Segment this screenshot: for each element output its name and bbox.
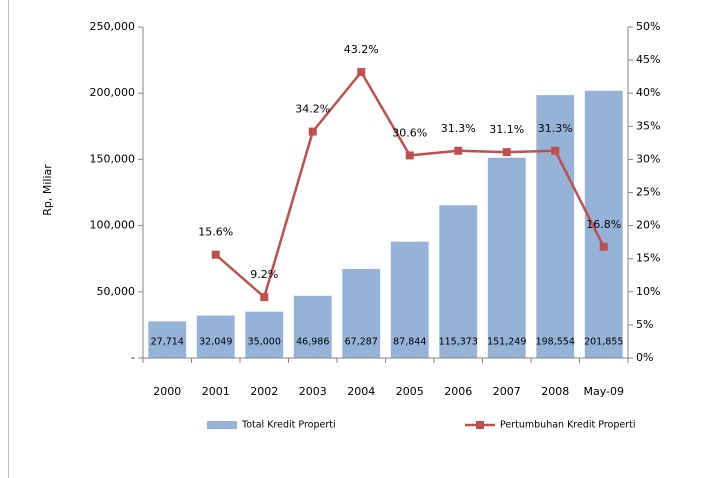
y2-tick-label: 35% [636,119,660,132]
x-tick-label: 2004 [347,385,375,398]
line-marker [308,127,317,136]
x-tick-label: 2008 [541,385,569,398]
y2-tick-label: 15% [636,252,660,265]
line-marker [405,151,414,160]
line-marker [502,148,511,157]
bar-value-label: 35,000 [248,337,281,348]
bar-value-label: 201,855 [584,337,623,348]
bar [342,268,381,358]
line-value-label: 30.6% [392,126,427,139]
bar-value-label: 115,373 [439,337,478,348]
legend-label: Total Kredit Properti [241,420,336,431]
line-value-label: 16.8% [586,218,621,231]
bar-value-label: 151,249 [487,337,526,348]
line-marker [211,250,220,259]
line-value-label: 31.3% [441,122,476,135]
line-value-label: 43.2% [344,43,379,56]
y2-tick-label: 0% [636,351,653,364]
y2-tick-label: 30% [636,152,660,165]
y2-tick-label: 5% [636,318,653,331]
y-tick-label: 150,000 [90,152,136,165]
line-value-label: 15.6% [198,226,233,239]
bar [439,205,478,358]
x-tick-label: 2003 [299,385,327,398]
line-marker [551,146,560,155]
line-marker [599,242,608,251]
y2-tick-label: 20% [636,219,660,232]
y-tick-label: - [131,351,135,364]
x-tick-label: 2005 [396,385,424,398]
line-marker [260,293,269,302]
bar-value-label: 198,554 [536,337,575,348]
line-marker [357,68,366,77]
bar [536,95,575,358]
legend-swatch [476,421,484,429]
y2-tick-label: 50% [636,20,660,33]
bar-value-label: 67,287 [345,337,378,348]
legend-label: Pertumbuhan Kredit Properti [500,420,635,431]
y-axis-label: Rp, Miliar [41,164,54,216]
line-value-label: 31.3% [538,122,573,135]
bar [196,315,235,358]
bar-value-label: 46,986 [296,337,329,348]
chart-frame [8,0,9,478]
bar [148,321,187,358]
x-tick-label: 2007 [493,385,521,398]
bar-value-label: 27,714 [151,337,184,348]
bar [390,241,429,358]
y2-tick-label: 10% [636,285,660,298]
bar [245,311,284,358]
line-value-label: 31.1% [489,123,524,136]
y-tick-label: 200,000 [90,86,136,99]
bar-value-label: 87,844 [393,337,426,348]
y-tick-label: 100,000 [90,219,136,232]
x-tick-label: 2002 [250,385,278,398]
bar [487,157,526,358]
bar [293,295,332,358]
line-value-label: 34.2% [295,103,330,116]
x-tick-label: 2001 [202,385,230,398]
x-tick-label: 2006 [444,385,472,398]
y-tick-label: 50,000 [97,285,136,298]
bar-value-label: 32,049 [199,337,232,348]
y2-tick-label: 45% [636,53,660,66]
y2-tick-label: 40% [636,86,660,99]
x-tick-label: May-09 [583,385,624,398]
x-tick-label: 2000 [153,385,181,398]
y2-tick-label: 25% [636,186,660,199]
line-marker [454,146,463,155]
line-value-label: 9.2% [250,268,278,281]
y-tick-label: 250,000 [90,20,136,33]
legend-swatch [207,421,237,429]
